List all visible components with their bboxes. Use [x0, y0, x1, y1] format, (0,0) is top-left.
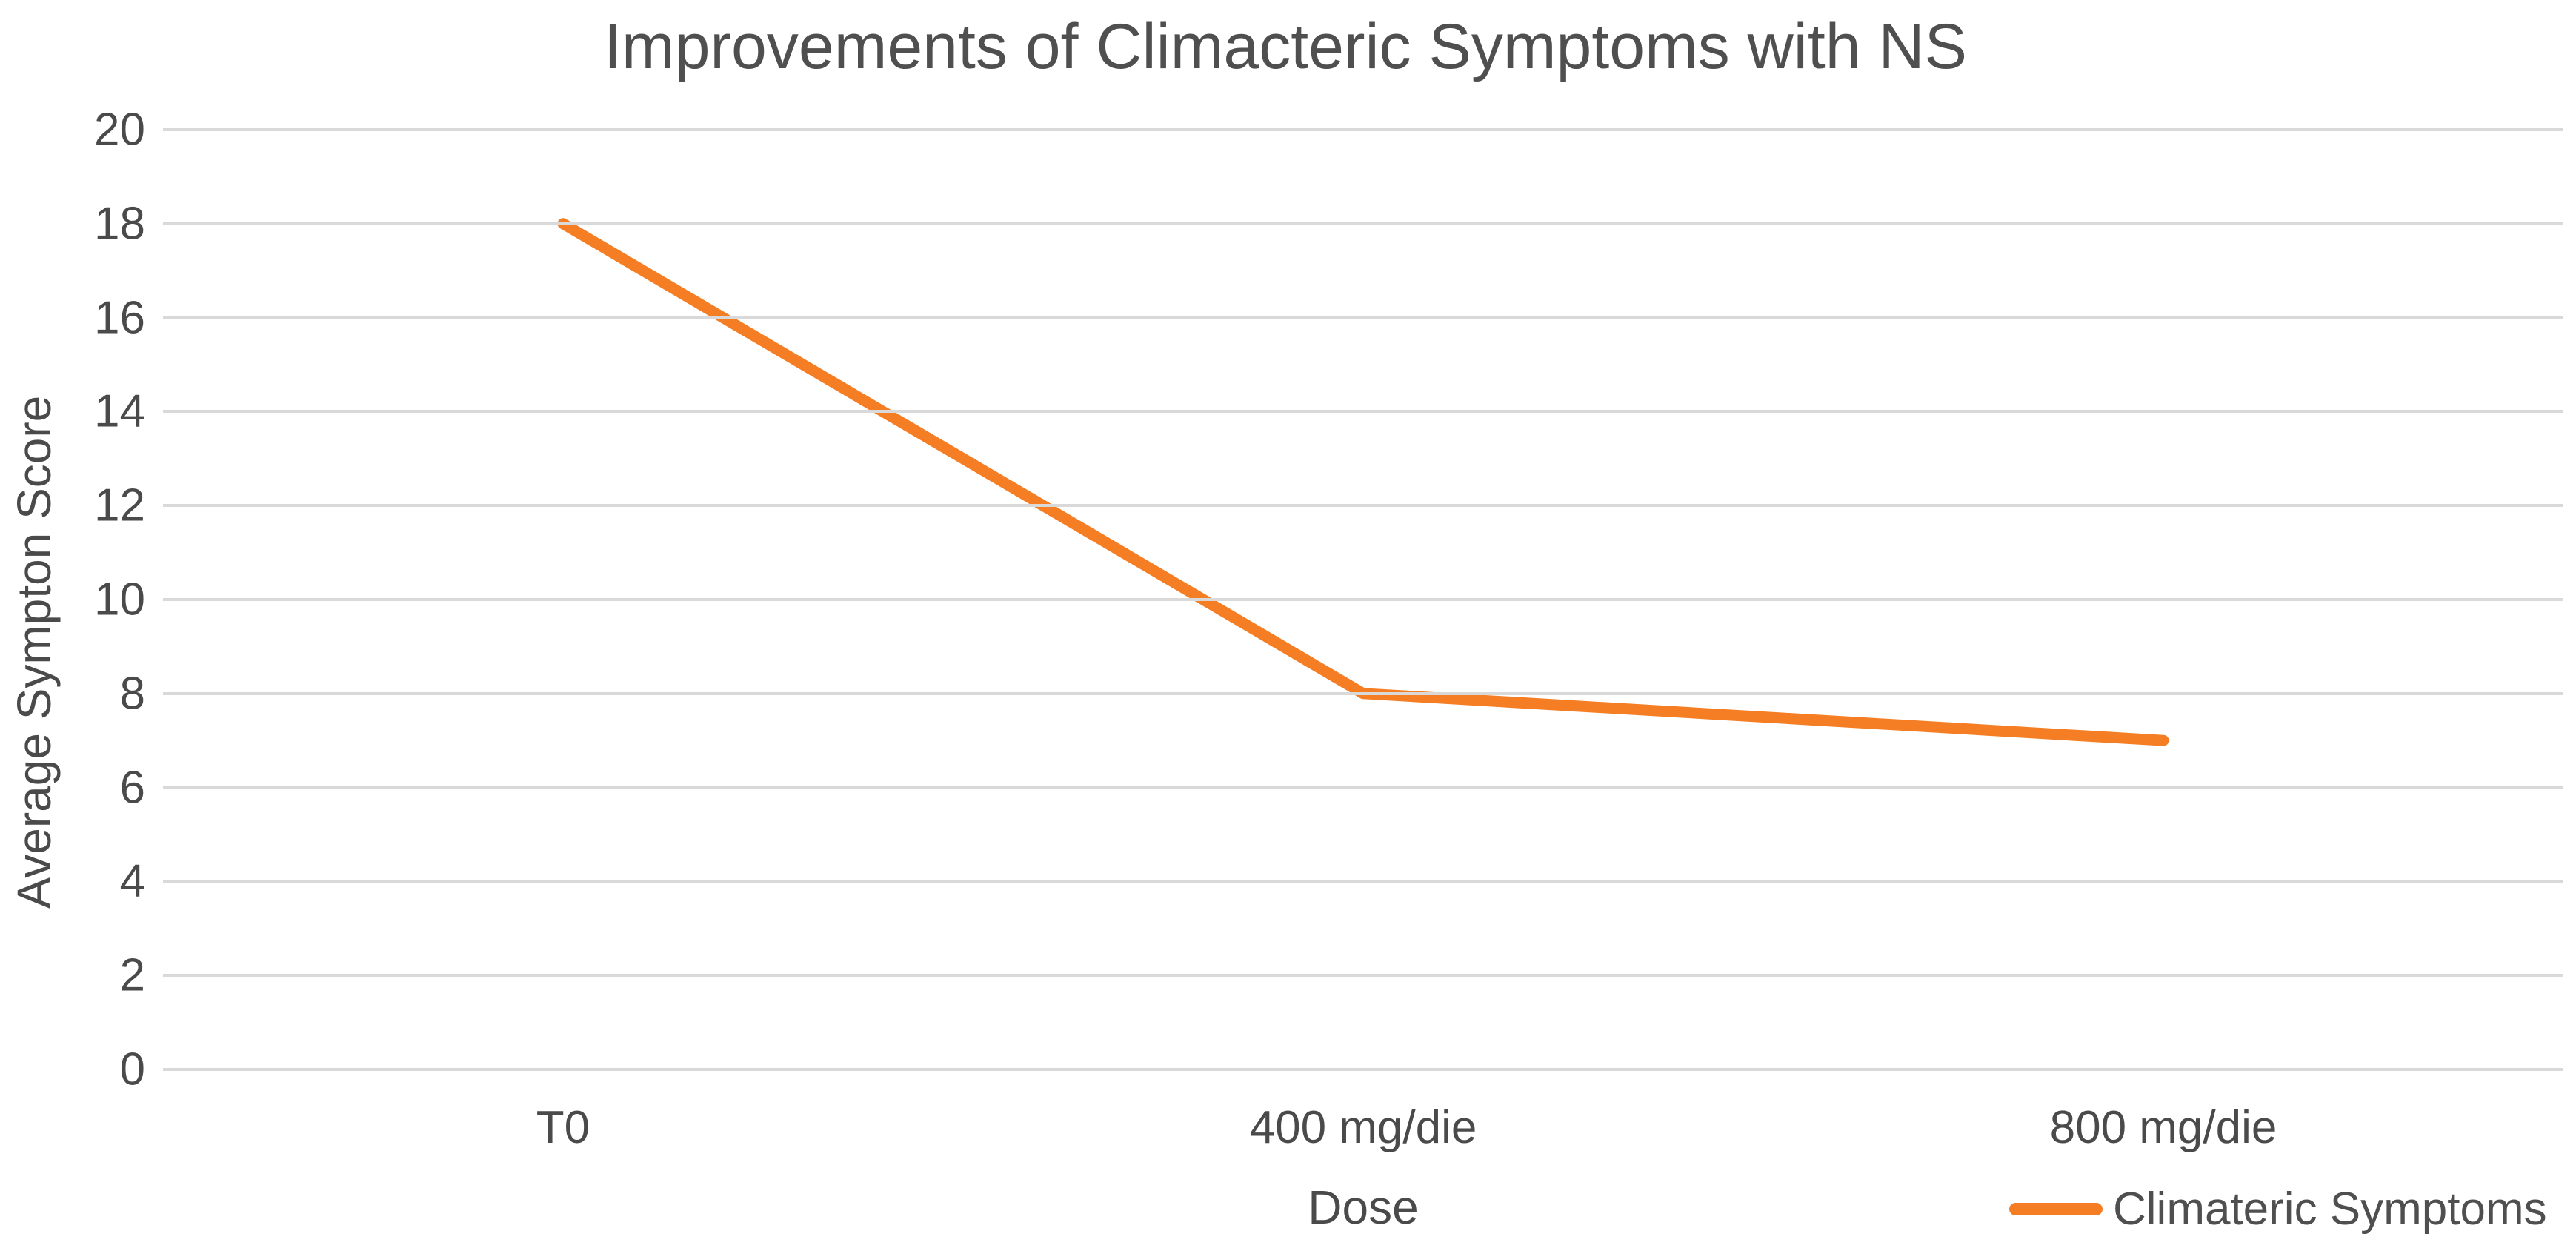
gridline [163, 880, 2563, 883]
x-tick-label: 400 mg/die [1249, 1102, 1477, 1153]
gridline [163, 128, 2563, 131]
gridline [163, 598, 2563, 601]
x-axis-tick-labels: T0 400 mg/die 800 mg/die [163, 1101, 2563, 1161]
gridline [163, 316, 2563, 319]
y-tick-label: 16 [94, 292, 145, 344]
y-tick-label: 6 [119, 762, 145, 814]
legend: Climateric Symptoms [2009, 1183, 2547, 1235]
x-axis-title: Dose [1308, 1181, 1419, 1234]
gridline [163, 504, 2563, 508]
y-tick-label: 0 [119, 1043, 145, 1095]
gridline [163, 1068, 2563, 1071]
y-tick-label: 12 [94, 480, 145, 531]
gridline [163, 691, 2563, 695]
y-tick-label: 8 [119, 668, 145, 720]
series-line [557, 218, 2169, 746]
gridline [163, 974, 2563, 978]
y-tick-label: 18 [94, 198, 145, 250]
y-tick-label: 20 [94, 104, 145, 156]
gridline [163, 786, 2563, 789]
y-tick-label: 2 [119, 949, 145, 1001]
y-axis-tick-labels: 20 18 16 14 12 10 8 6 4 2 0 [0, 104, 145, 1095]
x-tick-label: 800 mg/die [2049, 1102, 2277, 1153]
legend-line-swatch-icon [2009, 1203, 2103, 1215]
chart-title: Improvements of Climacteric Symptoms wit… [604, 11, 1967, 82]
y-tick-label: 14 [94, 385, 145, 437]
legend-label: Climateric Symptoms [2113, 1184, 2547, 1235]
x-tick-label: T0 [536, 1102, 590, 1153]
y-tick-label: 4 [119, 855, 145, 907]
plot-area [163, 128, 2563, 1071]
gridline [163, 222, 2563, 225]
y-tick-label: 10 [94, 574, 145, 626]
gridline [163, 410, 2563, 414]
